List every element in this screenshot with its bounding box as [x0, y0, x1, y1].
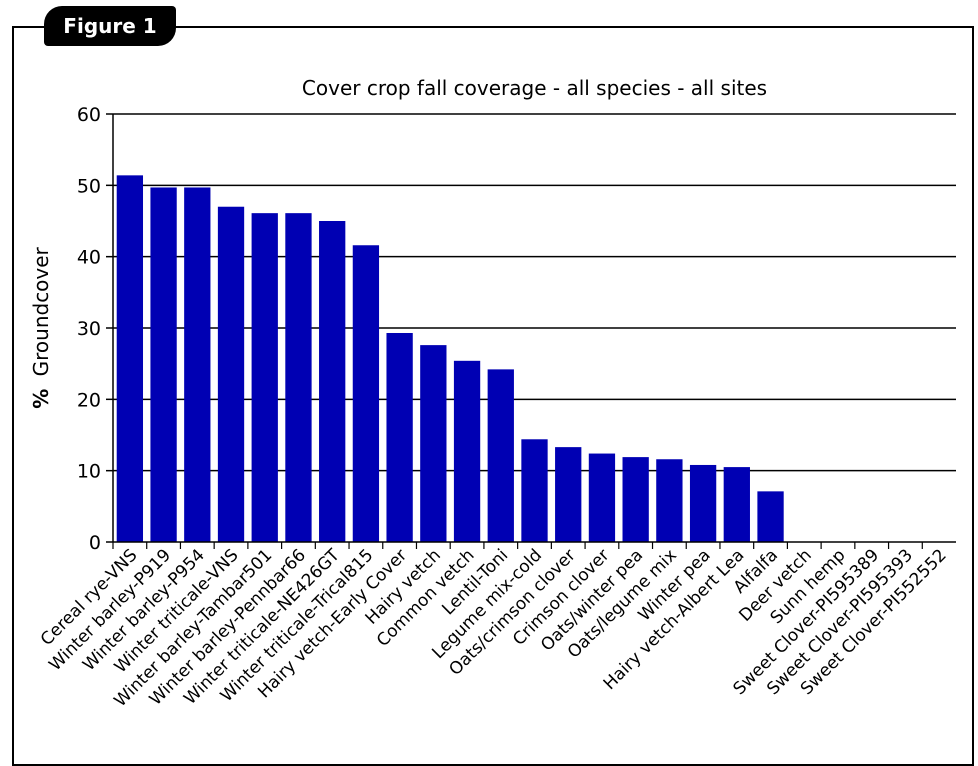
y-tick-label: 60	[77, 104, 101, 126]
bar	[319, 221, 346, 542]
figure-label: Figure 1	[44, 6, 176, 46]
bar	[656, 459, 683, 542]
bar	[487, 369, 514, 542]
y-tick-label: 40	[77, 247, 101, 269]
chart-title: Cover crop fall coverage - all species -…	[302, 76, 767, 100]
bar	[285, 213, 312, 543]
bar	[622, 457, 649, 542]
y-tick-label: 50	[77, 175, 101, 197]
y-tick-label: 30	[77, 318, 101, 340]
bar	[588, 453, 616, 542]
bar-chart: Cover crop fall coverage - all species -…	[29, 76, 956, 711]
bar	[420, 345, 447, 542]
bar	[521, 439, 548, 542]
bar	[453, 360, 481, 542]
bar	[386, 332, 413, 542]
y-axis-label: % Groundcover	[29, 246, 53, 408]
bars	[116, 175, 784, 543]
y-axis-label-symbol: %	[29, 389, 53, 409]
bar	[150, 187, 177, 542]
bar	[251, 213, 278, 543]
bar	[184, 187, 211, 542]
bar	[723, 467, 750, 542]
bar	[689, 464, 717, 542]
y-axis-label-text: Groundcover	[29, 246, 53, 376]
bar	[757, 491, 784, 542]
bar	[217, 206, 245, 542]
bar	[116, 175, 144, 542]
bar	[352, 245, 380, 542]
y-tick-label: 20	[77, 389, 101, 411]
y-tick-label: 0	[89, 532, 101, 554]
bar	[555, 447, 582, 542]
y-tick-label: 10	[77, 461, 101, 483]
y-tick-labels: 0 10 20 30 40 50 60	[77, 104, 113, 554]
